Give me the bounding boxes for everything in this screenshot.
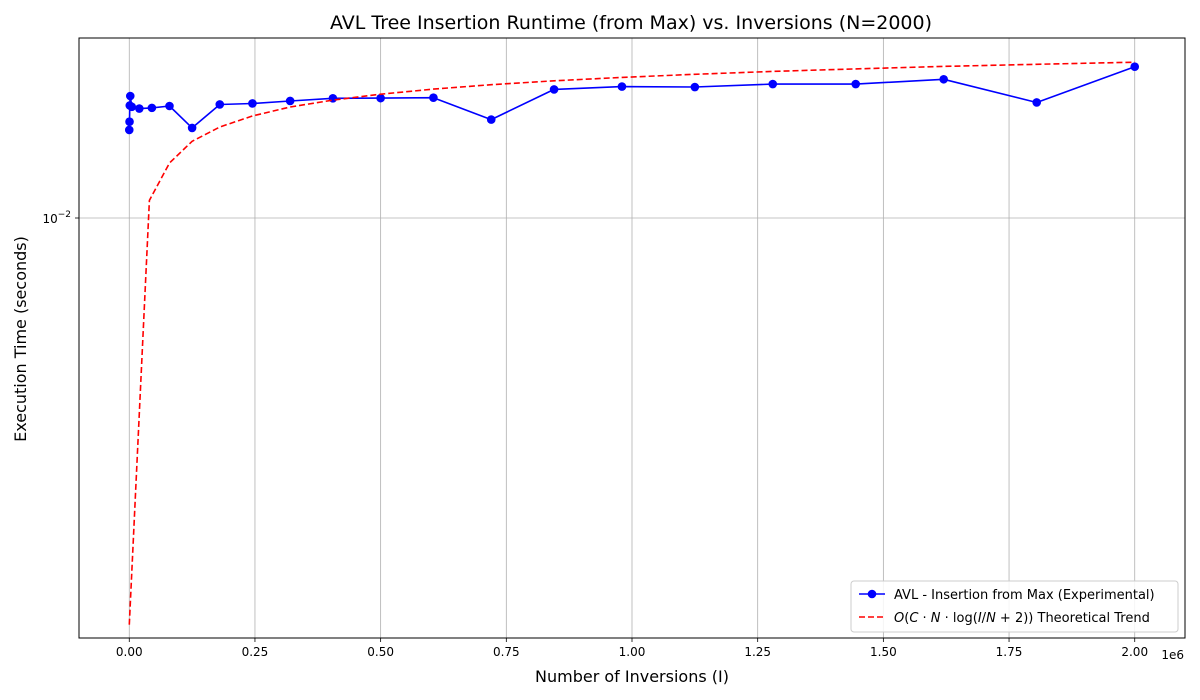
y-tick-label: 10−2 [42,210,71,226]
legend-box [850,580,1179,633]
legend: AVL - Insertion from Max (Experimental) O… [850,580,1179,633]
series-line-2 [128,61,1135,625]
data-point [690,82,700,92]
y-tick-label-base: 10 [42,212,57,226]
x-axis-title: Number of Inversions (I) [535,667,729,686]
legend-label-part: · log( [941,611,978,626]
x-tick-label: 2.00 [1121,645,1148,659]
data-point [285,96,295,106]
legend-label-part: C [909,611,919,626]
legend-label-part: N [986,611,996,626]
data-point [124,125,134,135]
chart-title: AVL Tree Insertion Runtime (from Max) vs… [330,12,932,34]
legend-label-1: AVL - Insertion from Max (Experimental) [894,588,1155,603]
data-point [768,79,778,89]
legend-label-part: I [978,611,982,626]
data-point [125,91,135,101]
legend-label-part: + 2)) Theoretical Trend [996,611,1150,626]
data-point [1130,62,1140,72]
legend-label-part: N [931,611,941,626]
x-tick-label: 0.25 [242,645,269,659]
data-point [147,103,157,113]
legend-marker [867,589,877,599]
data-point [248,99,257,108]
x-tick-label: 1.00 [619,645,646,659]
x-tick-label: 1.75 [996,645,1023,659]
data-point [1032,98,1041,107]
x-tick-label: 0.75 [493,645,520,659]
legend-label-part: ( [904,611,909,626]
grid-layer [79,38,1185,638]
legend-label-part: / [982,611,987,626]
x-axis-offset-label: 1e6 [1161,648,1184,662]
legend-label-part: O [894,611,904,626]
x-tick-label: 1.25 [744,645,771,659]
data-point [215,100,225,109]
legend-entries: AVL - Insertion from Max (Experimental) O… [859,588,1155,626]
data-point [617,82,627,91]
data-point [429,93,438,102]
data-point [486,115,496,124]
x-tick-label: 0.00 [116,645,143,659]
y-tick-label-exponent: −2 [58,210,71,220]
data-point [187,123,197,133]
x-tick-label: 0.50 [367,645,394,659]
data-point [125,117,134,127]
series-layer [124,61,1140,625]
legend-label-2: O(C · N · log(I/N + 2)) Theoretical Tren… [894,611,1150,626]
data-point [939,74,948,84]
data-point [165,101,174,111]
data-point [135,104,144,113]
data-point [851,79,861,89]
tick-layer: 0.00 0.25 0.50 0.75 1.00 1.25 1.50 1.75 2.00 10−2 [42,210,1148,659]
x-tick-label: 1.50 [870,645,897,659]
data-point [127,102,137,112]
data-point [549,85,559,94]
y-axis-title: Execution Time (seconds) [11,236,30,442]
data-point [376,93,385,103]
legend-label-part: · [918,611,930,626]
